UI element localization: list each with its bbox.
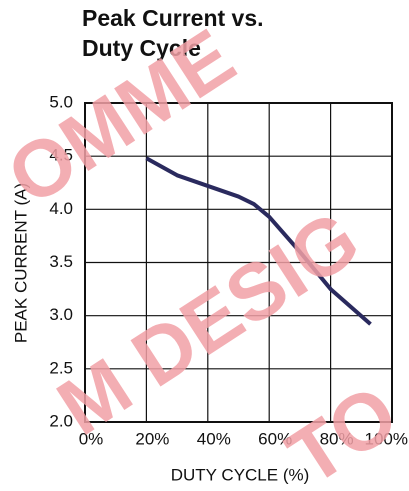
x-tick-label: 100% (365, 429, 408, 448)
x-axis-label: DUTY CYCLE (%) (171, 465, 310, 484)
y-tick-label: 4.0 (49, 199, 73, 218)
x-tick-label: 80% (320, 429, 354, 448)
chart-title: Peak Current vs. (82, 5, 264, 31)
y-tick-label: 2.0 (49, 411, 73, 430)
chart-title: Duty Cycle (82, 35, 201, 61)
y-tick-label: 5.0 (49, 92, 73, 111)
x-tick-label: 20% (135, 429, 169, 448)
y-tick-label: 3.5 (49, 252, 73, 271)
y-axis-label: PEAK CURRENT (A) (11, 183, 30, 343)
y-tick-label: 2.5 (49, 358, 73, 377)
data-line (145, 156, 372, 326)
y-tick-label: 4.5 (49, 146, 73, 165)
x-tick-label: 40% (197, 429, 231, 448)
x-tick-label: 0% (79, 429, 104, 448)
x-tick-label: 60% (258, 429, 292, 448)
y-tick-label: 3.0 (49, 305, 73, 324)
